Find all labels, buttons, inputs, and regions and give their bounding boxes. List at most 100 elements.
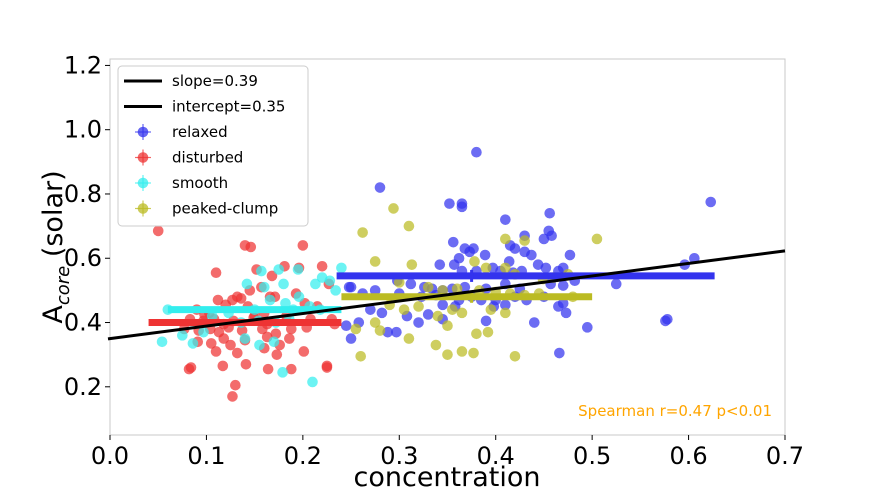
- x-tick-label: 0.6: [669, 442, 707, 470]
- data-point-smooth: [293, 291, 305, 303]
- data-point-smooth: [256, 265, 267, 277]
- data-point-relaxed: [554, 347, 565, 359]
- data-point-relaxed: [480, 315, 492, 327]
- data-point-relaxed: [500, 299, 511, 311]
- data-point-disturbed: [285, 363, 297, 375]
- data-point-relaxed: [448, 259, 460, 270]
- data-point-peaked-clump: [350, 323, 362, 335]
- x-tick-label: 0.2: [284, 442, 322, 470]
- data-point-smooth: [280, 297, 291, 309]
- y-axis-title-subscript: core: [53, 266, 74, 305]
- data-point-relaxed: [345, 333, 357, 344]
- data-point-disturbed: [257, 323, 268, 335]
- legend-marker-swatch: [137, 126, 149, 138]
- data-point-peaked-clump: [519, 235, 530, 246]
- data-point-disturbed: [183, 363, 195, 375]
- data-point-relaxed: [509, 243, 521, 254]
- y-tick-label: 1.2: [64, 51, 102, 79]
- x-tick-label: 0.4: [477, 442, 515, 470]
- data-point-disturbed: [270, 328, 282, 340]
- y-axis-title-rest: (solar): [38, 170, 69, 265]
- data-point-relaxed: [564, 249, 576, 261]
- data-point-relaxed: [464, 246, 475, 258]
- data-point-disturbed: [218, 333, 230, 344]
- data-point-relaxed: [365, 304, 376, 315]
- data-point-peaked-clump: [355, 350, 367, 362]
- data-point-peaked-clump: [422, 281, 434, 293]
- data-point-relaxed: [479, 249, 491, 261]
- data-point-disturbed: [236, 325, 248, 336]
- y-axis-title: Acore (solar): [38, 170, 74, 323]
- legend-frame: [117, 65, 309, 227]
- x-tick-label: 0.0: [91, 442, 129, 470]
- data-point-smooth: [206, 310, 218, 322]
- data-point-peaked-clump: [437, 285, 448, 296]
- data-point-relaxed: [540, 262, 552, 274]
- fit-layer: [107, 249, 786, 341]
- data-point-disturbed: [298, 346, 310, 357]
- data-point-relaxed: [413, 317, 424, 328]
- legend-marker-swatch: [137, 177, 149, 189]
- legend-label: slope=0.39: [172, 72, 258, 90]
- data-point-disturbed: [245, 241, 257, 253]
- data-point-disturbed: [316, 260, 328, 272]
- legend-label: smooth: [172, 174, 228, 192]
- data-point-relaxed: [528, 317, 540, 328]
- series-peaked-clump: [350, 203, 603, 362]
- data-point-relaxed: [560, 307, 572, 319]
- data-point-relaxed: [447, 236, 459, 248]
- data-point-smooth: [277, 367, 288, 378]
- data-point-disturbed: [210, 267, 222, 279]
- data-point-peaked-clump: [369, 317, 381, 328]
- data-point-peaked-clump: [509, 350, 521, 362]
- data-point-smooth: [264, 294, 276, 306]
- data-point-peaked-clump: [456, 346, 468, 357]
- data-point-peaked-clump: [442, 320, 453, 332]
- x-tick-label: 0.3: [380, 442, 418, 470]
- data-point-disturbed: [321, 362, 333, 373]
- data-point-relaxed: [660, 315, 671, 327]
- legend: slope=0.39 intercept=0.35 relaxed disturbed…: [117, 65, 309, 227]
- legend-label: disturbed: [172, 149, 243, 167]
- x-tick-label: 0.5: [573, 442, 611, 470]
- data-point-relaxed: [369, 285, 381, 296]
- data-point-peaked-clump: [447, 304, 458, 315]
- data-point-peaked-clump: [374, 325, 386, 336]
- data-point-peaked-clump: [432, 310, 444, 322]
- data-point-disturbed: [212, 294, 224, 306]
- data-point-disturbed: [297, 240, 309, 251]
- data-point-smooth: [292, 264, 304, 275]
- data-point-peaked-clump: [442, 349, 453, 360]
- data-point-disturbed: [285, 323, 297, 335]
- data-point-peaked-clump: [468, 347, 479, 359]
- data-point-peaked-clump: [482, 326, 494, 338]
- legend-label: intercept=0.35: [172, 98, 285, 116]
- data-point-disturbed: [152, 225, 164, 237]
- data-point-relaxed: [471, 146, 482, 158]
- data-point-disturbed: [231, 347, 243, 359]
- data-point-relaxed: [374, 182, 386, 193]
- data-point-peaked-clump: [413, 301, 424, 312]
- data-point-smooth: [156, 336, 168, 348]
- y-axis: 0.2 0.4 0.6 0.8 1.0 1.2: [64, 51, 110, 401]
- data-point-smooth: [258, 281, 270, 293]
- data-point-relaxed: [376, 307, 388, 319]
- data-point-peaked-clump: [591, 233, 603, 245]
- data-point-relaxed: [437, 299, 448, 311]
- data-point-disturbed: [225, 339, 236, 351]
- y-tick-label: 1.0: [64, 116, 102, 144]
- data-layer: [152, 146, 717, 402]
- legend-marker-swatch: [137, 152, 149, 163]
- data-point-disturbed: [205, 338, 217, 349]
- data-point-relaxed: [526, 249, 537, 261]
- x-axis: 0.0 0.1 0.2 0.3 0.4 0.5 0.6 0.7: [91, 435, 804, 470]
- data-point-relaxed: [557, 280, 569, 291]
- data-point-peaked-clump: [357, 227, 368, 238]
- data-point-peaked-clump: [403, 333, 415, 344]
- data-point-relaxed: [456, 201, 468, 213]
- data-point-peaked-clump: [456, 307, 468, 319]
- data-point-smooth: [187, 338, 199, 349]
- data-point-disturbed: [235, 293, 247, 304]
- data-point-relaxed: [610, 278, 622, 290]
- fit-line: [107, 249, 786, 341]
